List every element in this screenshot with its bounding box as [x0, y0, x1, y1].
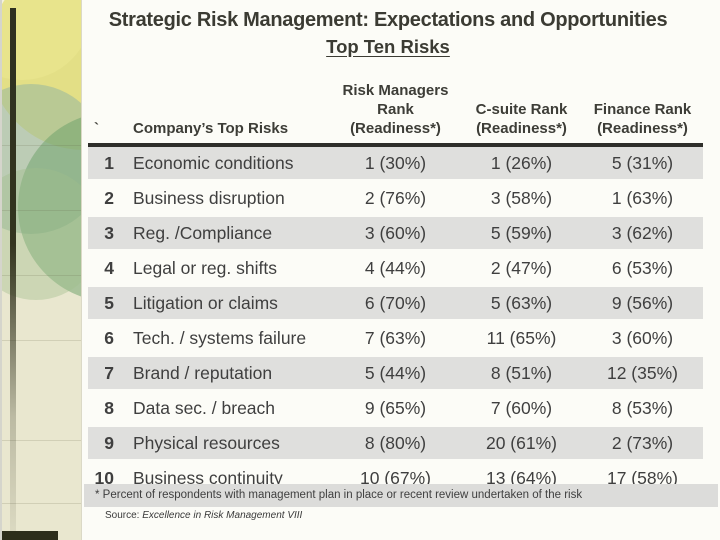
risk-managers-rank: 6 (70%)	[330, 285, 461, 322]
header-line: Risk Managers	[342, 82, 449, 99]
risk-name: Economic conditions	[128, 145, 330, 182]
corner-mark: `	[88, 75, 128, 147]
header-line: (Readiness*)	[350, 120, 441, 137]
finance-rank: 3 (62%)	[582, 215, 703, 252]
header-line: Rank	[377, 101, 414, 118]
strip-rule	[2, 210, 81, 211]
rank-number: 3	[88, 215, 128, 252]
table-row: 3 Reg. /Compliance 3 (60%) 5 (59%) 3 (62…	[88, 215, 703, 252]
risk-name: Legal or reg. shifts	[128, 250, 330, 287]
strip-rule	[2, 340, 81, 341]
col-header-company-top-risks: Company’s Top Risks	[128, 75, 330, 147]
risk-name: Data sec. / breach	[128, 390, 330, 427]
strip-rule	[2, 145, 81, 146]
table-row: 1 Economic conditions 1 (30%) 1 (26%) 5 …	[88, 145, 703, 182]
c-suite-rank: 2 (47%)	[461, 250, 582, 287]
c-suite-rank: 5 (59%)	[461, 215, 582, 252]
rank-number: 1	[88, 145, 128, 182]
c-suite-rank: 11 (65%)	[461, 320, 582, 357]
table-row: 7 Brand / reputation 5 (44%) 8 (51%) 12 …	[88, 355, 703, 392]
table-row: 5 Litigation or claims 6 (70%) 5 (63%) 9…	[88, 285, 703, 322]
strip-rule	[2, 275, 81, 276]
risk-managers-rank: 9 (65%)	[330, 390, 461, 427]
risk-managers-rank: 5 (44%)	[330, 355, 461, 392]
header-line: (Readiness*)	[476, 120, 567, 137]
risk-managers-rank: 7 (63%)	[330, 320, 461, 357]
finance-rank: 3 (60%)	[582, 320, 703, 357]
rank-number: 7	[88, 355, 128, 392]
c-suite-rank: 3 (58%)	[461, 180, 582, 217]
finance-rank: 2 (73%)	[582, 425, 703, 462]
rank-number: 6	[88, 320, 128, 357]
risk-name: Business disruption	[128, 180, 330, 217]
finance-rank: 6 (53%)	[582, 250, 703, 287]
table-row: 6 Tech. / systems failure 7 (63%) 11 (65…	[88, 320, 703, 357]
c-suite-rank: 5 (63%)	[461, 285, 582, 322]
finance-rank: 5 (31%)	[582, 145, 703, 182]
c-suite-rank: 7 (60%)	[461, 390, 582, 427]
strip-corner-block	[2, 531, 58, 540]
finance-rank: 1 (63%)	[582, 180, 703, 217]
finance-rank: 8 (53%)	[582, 390, 703, 427]
table-row: 4 Legal or reg. shifts 4 (44%) 2 (47%) 6…	[88, 250, 703, 287]
col-header-risk-managers-rank: Risk Managers Rank (Readiness*)	[330, 75, 461, 147]
rank-number: 8	[88, 390, 128, 427]
risk-managers-rank: 2 (76%)	[330, 180, 461, 217]
risk-managers-rank: 4 (44%)	[330, 250, 461, 287]
title-block: Strategic Risk Management: Expectations …	[88, 6, 688, 59]
rank-number: 9	[88, 425, 128, 462]
risk-managers-rank: 8 (80%)	[330, 425, 461, 462]
table-header-row: ` Company’s Top Risks Risk Managers Rank…	[88, 75, 703, 147]
c-suite-rank: 20 (61%)	[461, 425, 582, 462]
strip-accent-bar	[10, 8, 16, 532]
source-line: Source: Excellence in Risk Management VI…	[105, 510, 302, 521]
finance-rank: 9 (56%)	[582, 285, 703, 322]
header-line: C-suite Rank	[475, 101, 568, 118]
table-row: 8 Data sec. / breach 9 (65%) 7 (60%) 8 (…	[88, 390, 703, 427]
finance-rank: 12 (35%)	[582, 355, 703, 392]
risk-name: Litigation or claims	[128, 285, 330, 322]
strip-rule	[2, 503, 81, 504]
col-header-finance-rank: Finance Rank (Readiness*)	[582, 75, 703, 147]
risk-name: Tech. / systems failure	[128, 320, 330, 357]
col-header-c-suite-rank: C-suite Rank (Readiness*)	[461, 75, 582, 147]
rank-number: 4	[88, 250, 128, 287]
risk-name: Physical resources	[128, 425, 330, 462]
table-row: 2 Business disruption 2 (76%) 3 (58%) 1 …	[88, 180, 703, 217]
source-label: Source:	[105, 510, 140, 521]
strip-rule	[2, 440, 81, 441]
header-line: (Readiness*)	[597, 120, 688, 137]
table-row: 9 Physical resources 8 (80%) 20 (61%) 2 …	[88, 425, 703, 462]
header-line: Finance Rank	[593, 101, 692, 118]
c-suite-rank: 8 (51%)	[461, 355, 582, 392]
top-ten-risks-table: ` Company’s Top Risks Risk Managers Rank…	[88, 75, 703, 497]
risk-managers-rank: 3 (60%)	[330, 215, 461, 252]
source-work-title: Excellence in Risk Management VIII	[142, 510, 303, 521]
rank-number: 5	[88, 285, 128, 322]
c-suite-rank: 1 (26%)	[461, 145, 582, 182]
risk-name: Reg. /Compliance	[128, 215, 330, 252]
slide-title: Strategic Risk Management: Expectations …	[108, 9, 668, 31]
risk-managers-rank: 1 (30%)	[330, 145, 461, 182]
rank-number: 2	[88, 180, 128, 217]
decorative-strip	[0, 0, 82, 540]
risk-name: Brand / reputation	[128, 355, 330, 392]
footnote: * Percent of respondents with management…	[84, 484, 718, 507]
slide-subtitle: Top Ten Risks	[326, 36, 450, 57]
